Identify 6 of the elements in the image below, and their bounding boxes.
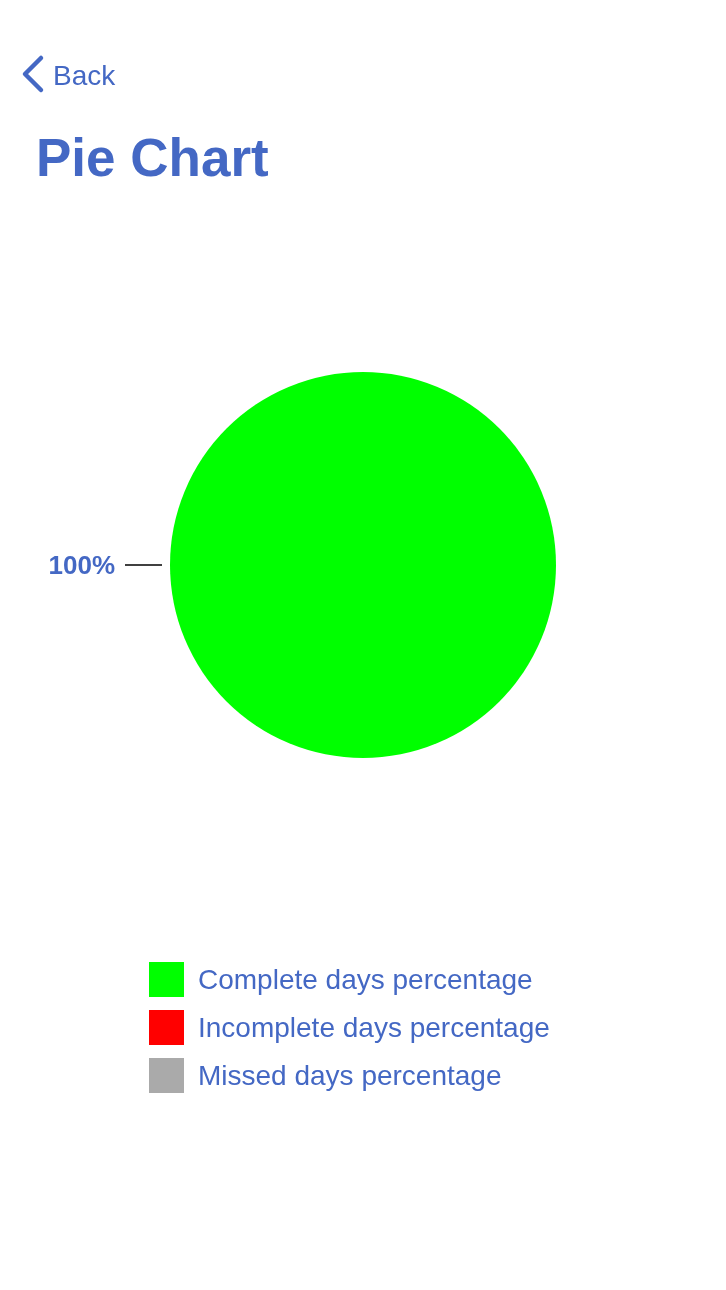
legend-label: Incomplete days percentage — [198, 1012, 550, 1044]
data-label: 100% — [48, 550, 115, 581]
chart-title: Pie Chart — [36, 128, 269, 187]
legend-label: Complete days percentage — [198, 964, 533, 996]
legend-label: Missed days percentage — [198, 1060, 502, 1092]
text: Back — [53, 60, 117, 91]
